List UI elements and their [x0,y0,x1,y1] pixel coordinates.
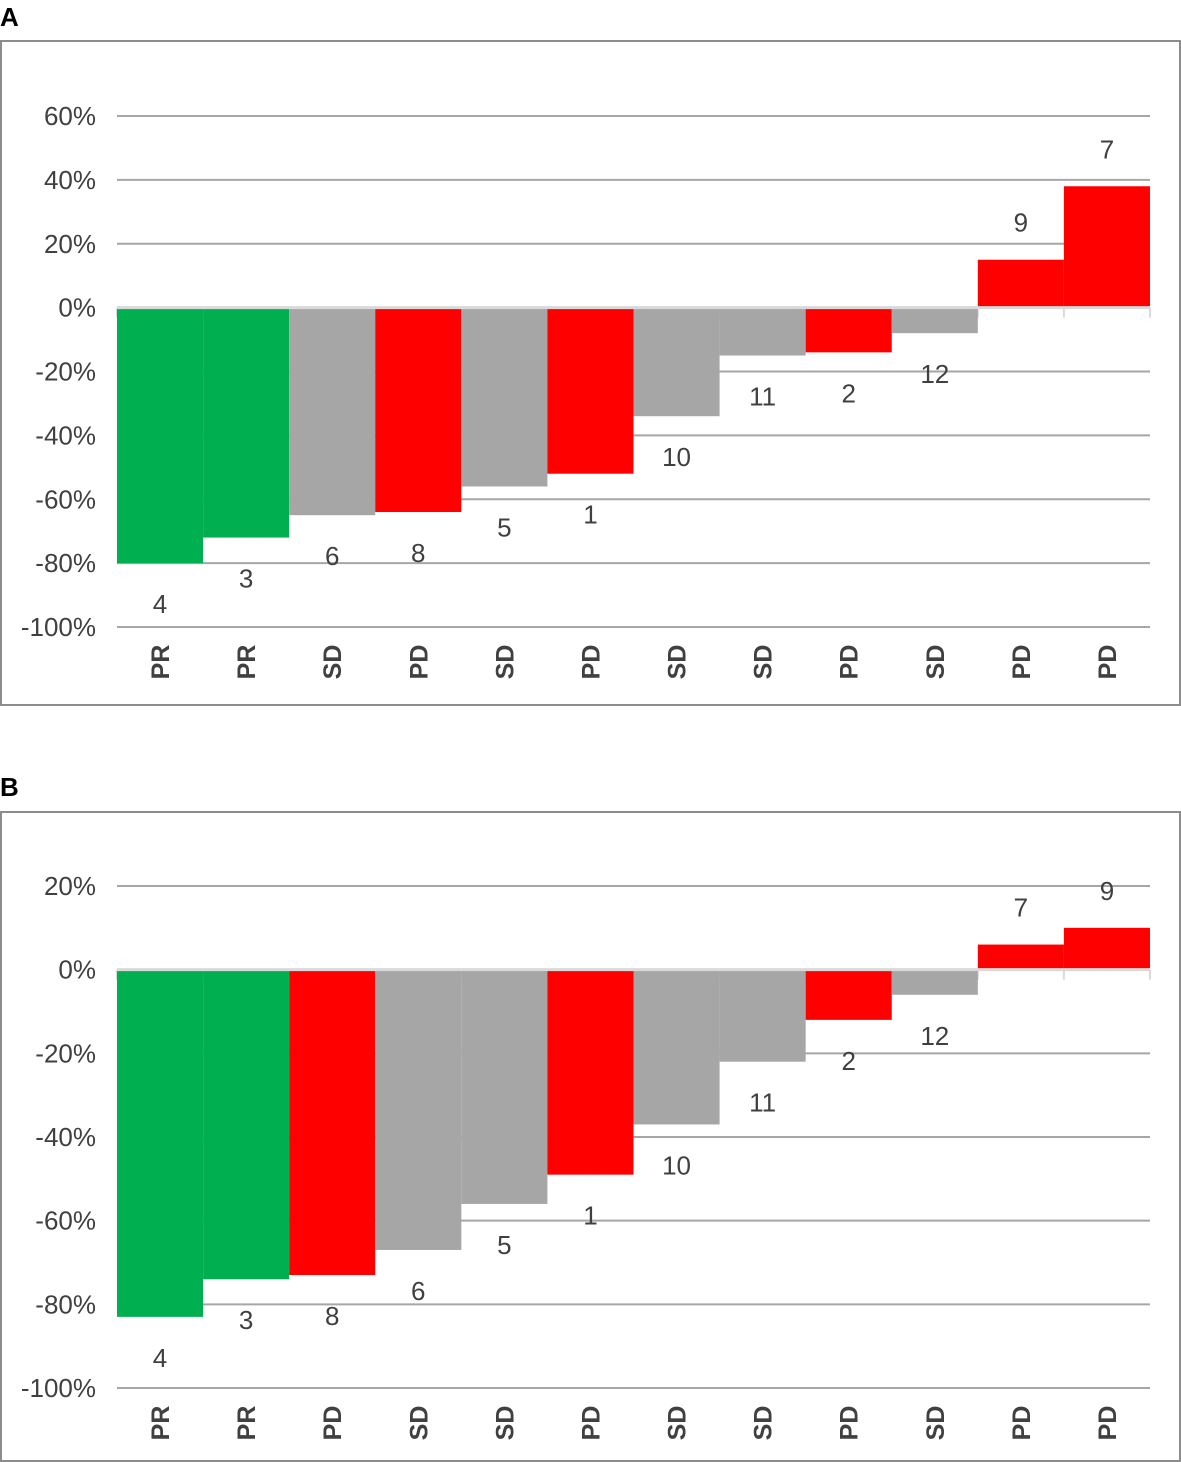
bar-data-label: 4 [153,1343,167,1373]
bar [633,969,720,1125]
bar [633,307,720,417]
bar-data-label: 2 [841,378,855,408]
y-tick-label: -80% [35,1289,96,1319]
x-category-label: PR [147,645,175,680]
x-category-label: PD [405,645,433,680]
y-tick-label: 60% [44,101,96,131]
x-category-label: SD [922,645,950,680]
bar-data-label: 12 [920,1021,949,1051]
bar-data-label: 3 [239,564,253,594]
x-category-label: PR [147,1406,175,1441]
bar [289,969,376,1276]
x-category-label: SD [750,645,778,680]
y-tick-label: -100% [21,612,96,642]
bar [289,307,376,516]
x-category-label: PR [233,1406,261,1441]
bar [805,969,892,1020]
bar [977,259,1064,308]
y-tick-label: -80% [35,548,96,578]
bar-data-label: 10 [662,442,691,472]
bar-data-label: 1 [583,1201,597,1231]
bar [461,969,548,1204]
bar [719,969,806,1062]
y-tick-label: -60% [35,1206,96,1236]
x-category-label: PD [836,645,864,680]
x-category-label: PD [577,1406,605,1441]
bar-data-label: 2 [841,1046,855,1076]
bar [977,944,1064,970]
panel-a-letter: A [0,2,19,32]
x-category-label: SD [664,1406,692,1441]
bar [891,969,978,995]
y-tick-label: 20% [44,229,96,259]
x-category-label: PD [836,1406,864,1441]
bar [375,969,462,1250]
y-tick-label: 20% [44,871,96,901]
bar-data-label: 10 [662,1150,691,1180]
bar-data-label: 8 [325,1301,339,1331]
x-category-label: SD [750,1406,778,1441]
panel-b-letter: B [0,772,19,802]
x-category-label: SD [491,645,519,680]
bar [461,307,548,487]
x-category-label: SD [491,1406,519,1441]
bar [117,969,204,1317]
x-category-label: SD [664,645,692,680]
x-category-label: SD [405,1406,433,1441]
y-tick-label: -100% [21,1373,96,1403]
y-tick-label: 0% [58,293,96,323]
y-tick-label: -40% [35,1122,96,1152]
y-tick-label: 40% [44,165,96,195]
bar-data-label: 9 [1100,876,1114,906]
x-category-label: PD [1008,1406,1036,1441]
bar [547,307,634,474]
bar-data-label: 5 [497,1230,511,1260]
bar-data-label: 11 [749,382,776,412]
bar [203,307,290,538]
x-category-label: PD [319,1406,347,1441]
y-tick-label: -60% [35,484,96,514]
x-category-label: PR [233,645,261,680]
x-category-label: PD [1094,645,1122,680]
bar-data-label: 11 [749,1088,776,1118]
y-tick-label: -20% [35,357,96,387]
bar-data-label: 5 [497,512,511,542]
y-tick-label: -20% [35,1038,96,1068]
bar-data-label: 4 [153,589,167,619]
bar-data-label: 1 [583,500,597,530]
bar-data-label: 6 [411,1276,425,1306]
bar-data-label: 6 [325,541,339,571]
bar-data-label: 3 [239,1305,253,1335]
bar [719,307,806,356]
x-category-label: SD [319,645,347,680]
bar [375,307,462,513]
x-category-label: PD [577,645,605,680]
x-category-label: PD [1094,1406,1122,1441]
bar [1063,927,1150,970]
bar [1063,186,1150,308]
bar-data-label: 7 [1014,893,1028,923]
bar [805,307,892,353]
x-category-label: PD [1008,645,1036,680]
y-tick-label: -40% [35,420,96,450]
y-tick-label: 0% [58,955,96,985]
bar [891,307,978,334]
bar [203,969,290,1280]
bar-data-label: 8 [411,538,425,568]
bar [117,307,204,564]
bar [547,969,634,1175]
x-category-label: SD [922,1406,950,1441]
bar-data-label: 7 [1100,134,1114,164]
bar-data-label: 9 [1014,208,1028,238]
bar-data-label: 12 [920,359,949,389]
